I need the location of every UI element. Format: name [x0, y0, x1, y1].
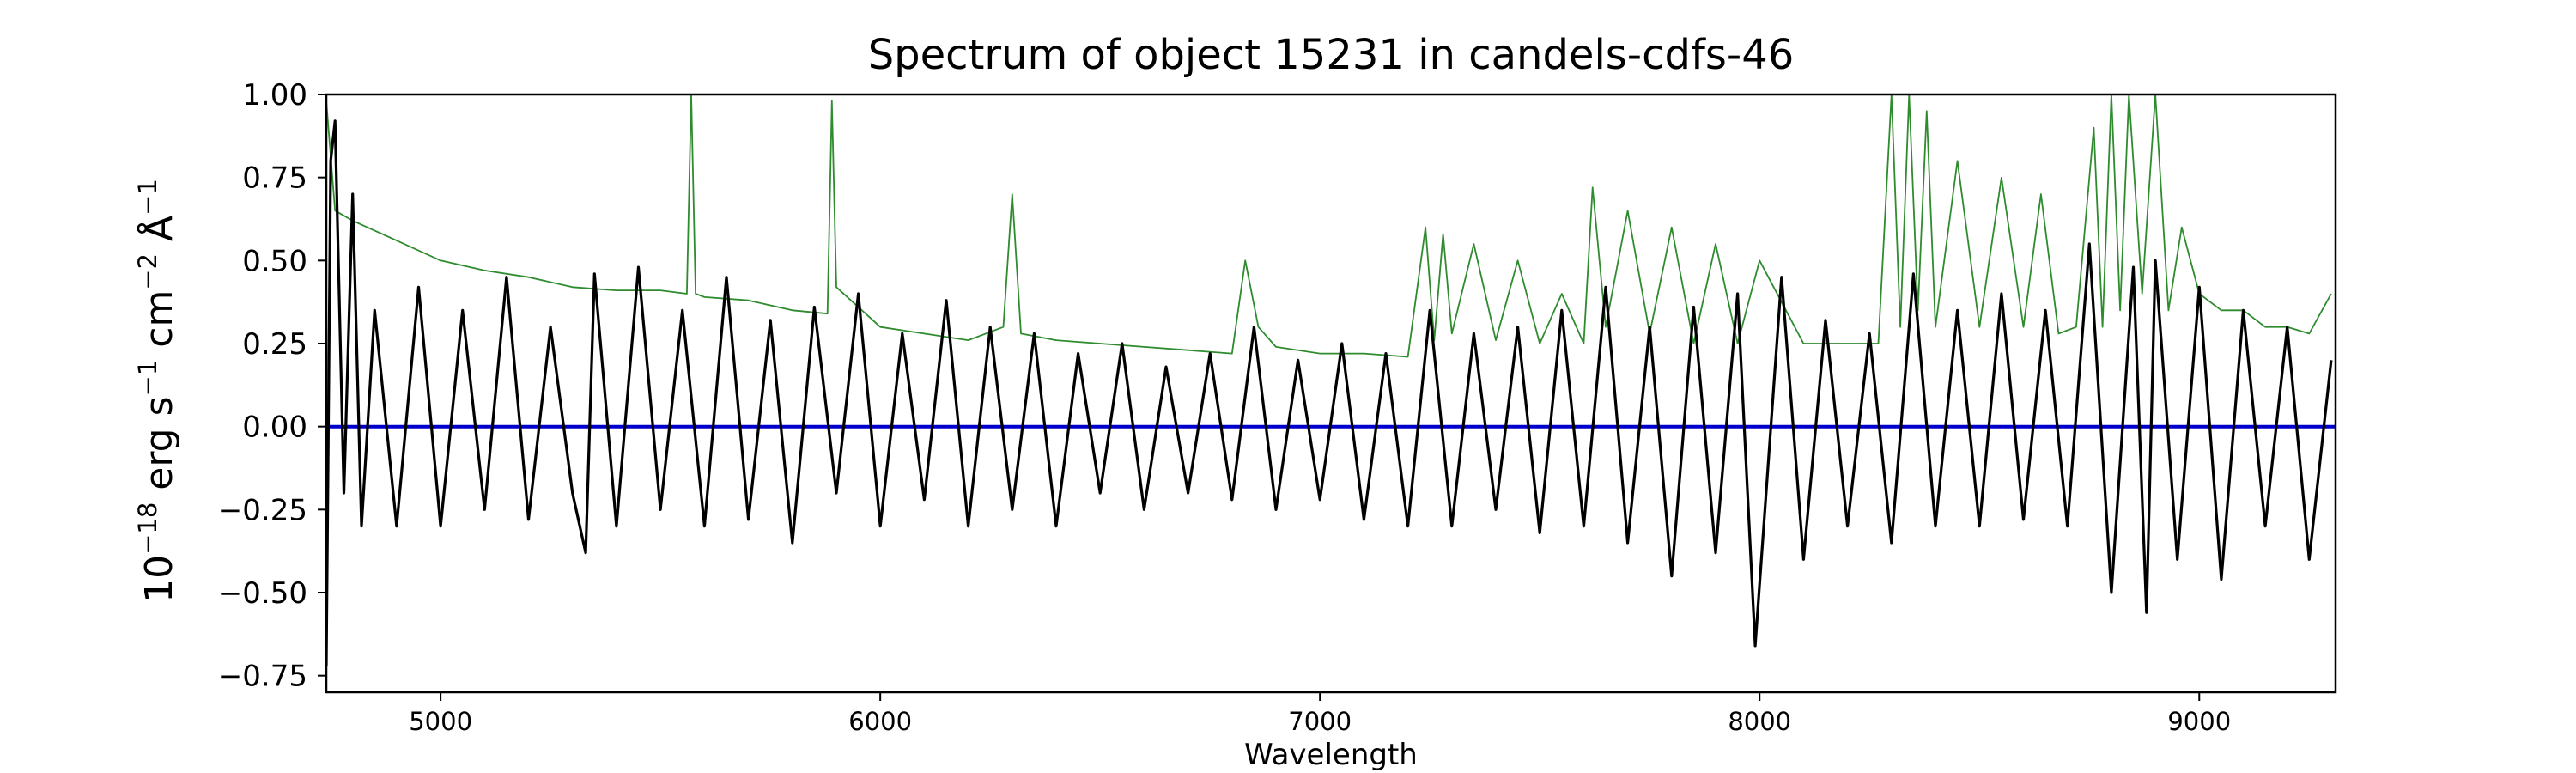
- ylabel-mid1: erg s: [137, 396, 181, 502]
- x-tick-label: 6000: [848, 707, 912, 736]
- plot-frame: [325, 93, 2337, 694]
- x-tick-label: 7000: [1288, 707, 1352, 736]
- y-tick-label: 0.00: [242, 411, 307, 445]
- ylabel-exp1: −18: [133, 502, 162, 555]
- x-axis-ticks: 5000 6000 7000 8000 9000: [409, 692, 2231, 736]
- y-axis-label: 10−18 erg s−1 cm−2 Å−1: [133, 179, 181, 603]
- x-tick-label: 5000: [409, 707, 472, 736]
- plot-area: [326, 94, 2336, 666]
- y-tick-label: 1.00: [242, 78, 307, 113]
- y-tick-label: −0.75: [218, 660, 307, 694]
- ylabel-exp2: −1: [133, 360, 162, 397]
- ylabel-mid3: Å: [136, 216, 181, 253]
- ylabel-exp4: −1: [133, 179, 162, 216]
- ylabel-mid2: cm: [137, 290, 181, 360]
- flux-series-line: [326, 119, 2333, 666]
- y-axis-ticks: −0.75 −0.50 −0.25 0.00 0.25 0.50 0.75 1.00: [218, 78, 326, 694]
- y-tick-label: 0.25: [242, 327, 307, 362]
- ylabel-base: 10: [137, 555, 181, 603]
- chart-title: Spectrum of object 15231 in candels-cdfs…: [868, 31, 1795, 79]
- y-tick-label: 0.50: [242, 244, 307, 278]
- svg-text:10−18 erg s−1 cm−2 Å−1: 10−18 erg s−1 cm−2 Å−1: [133, 179, 181, 603]
- y-tick-label: 0.75: [242, 161, 307, 196]
- x-tick-label: 9000: [2167, 707, 2231, 736]
- x-tick-label: 8000: [1728, 707, 1791, 736]
- x-axis-label: Wavelength: [1244, 738, 1418, 772]
- y-tick-label: −0.50: [218, 576, 307, 611]
- ylabel-exp3: −2: [133, 253, 162, 290]
- error-series-line: [326, 94, 2332, 358]
- y-tick-label: −0.25: [218, 493, 307, 527]
